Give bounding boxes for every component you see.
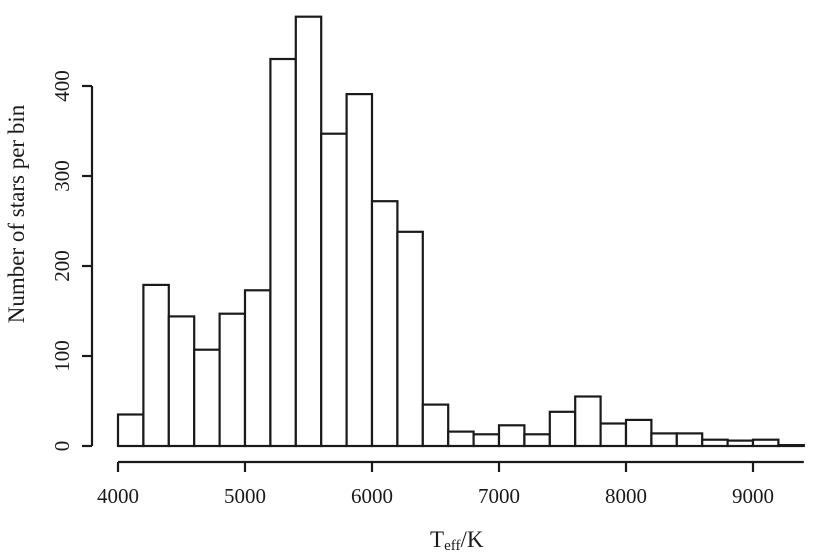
histogram-bar-7200: [523, 433, 551, 448]
y-axis-tick-label-400: 400: [50, 70, 74, 102]
histogram-bar-5200: [269, 57, 297, 448]
histogram-bar-6000: [370, 200, 399, 448]
histogram-bar-8400: [675, 432, 704, 448]
x-axis-label-main: T: [430, 527, 444, 552]
histogram-bar-8000: [624, 418, 653, 448]
y-axis-label: Number of stars per bin: [4, 104, 29, 323]
histogram-bar-9000: [751, 438, 780, 448]
y-axis-tick-label-300: 300: [50, 160, 74, 192]
x-axis: 4000 5000 6000 7000 8000 9000: [97, 460, 804, 508]
histogram-bar-9200: [777, 444, 805, 448]
histogram-bar-5800: [345, 92, 374, 448]
histogram-bar-4400: [167, 315, 196, 448]
histogram-bar-4000: [116, 413, 145, 448]
y-axis-tick-label-200: 200: [50, 250, 74, 282]
x-axis-label-unit: /K: [460, 527, 483, 552]
histogram-bar-6400: [421, 403, 450, 448]
histogram-bar-7400: [548, 410, 577, 448]
histogram-bar-4800: [218, 312, 247, 448]
histogram-bar-8800: [726, 439, 755, 448]
x-axis-tick-label-7000: 7000: [478, 484, 520, 508]
histogram-bar-6800: [472, 433, 501, 448]
x-axis-label: Teff/K: [430, 527, 484, 554]
histogram-bar-5000: [243, 289, 272, 448]
histogram-bar-4200: [142, 283, 170, 448]
y-axis-tick-label-0: 0: [50, 441, 74, 452]
x-axis-tick-label-6000: 6000: [351, 484, 393, 508]
histogram-bar-6200: [396, 230, 424, 448]
x-axis-label-subscript: eff: [444, 538, 460, 554]
y-axis: 0 100 200 300 400: [50, 70, 94, 452]
x-axis-tick-label-5000: 5000: [224, 484, 266, 508]
x-axis-tick-label-8000: 8000: [605, 484, 647, 508]
histogram-bar-6600: [447, 430, 475, 448]
histogram-bar-8600: [701, 438, 729, 448]
histogram-bar-8200: [650, 432, 678, 448]
x-axis-tick-label-4000: 4000: [97, 484, 139, 508]
x-axis-tick-label-9000: 9000: [732, 484, 774, 508]
bars-layer: [116, 15, 805, 448]
histogram-bar-4600: [193, 348, 221, 448]
histogram-bar-7800: [599, 422, 628, 448]
histogram-bar-5400: [294, 15, 323, 448]
histogram-bar-7000: [497, 424, 526, 448]
y-axis-tick-label-100: 100: [50, 340, 74, 372]
histogram-bar-5600: [320, 132, 348, 448]
histogram-bar-7600: [574, 395, 602, 448]
